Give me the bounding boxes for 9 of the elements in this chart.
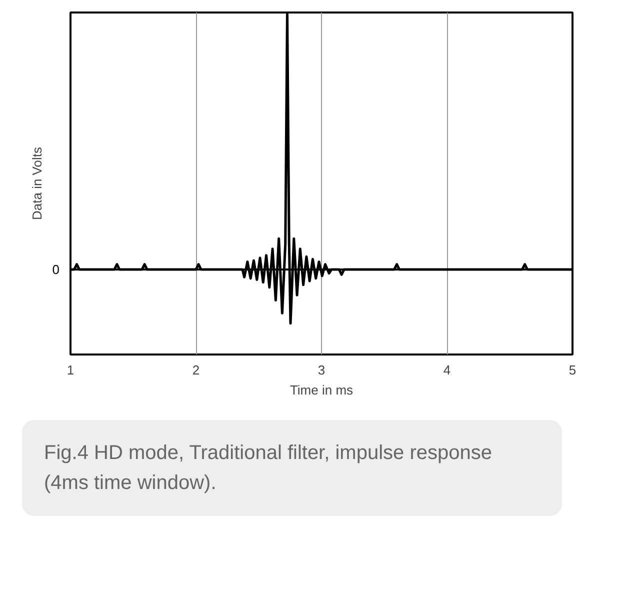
x-tick-label: 2	[192, 362, 200, 378]
x-tick-label: 3	[318, 362, 326, 378]
x-tick-label: 4	[443, 362, 451, 378]
x-tick-label: 5	[568, 362, 576, 378]
x-tick-label: 1	[66, 362, 74, 378]
x-axis-title: Time in ms	[290, 382, 354, 398]
y-axis-title: Data in Volts	[29, 146, 44, 220]
caption: Fig.4 HD mode, Traditional filter, impulse response (4ms time window).	[44, 441, 493, 496]
ref-line-label: 0	[52, 262, 60, 277]
